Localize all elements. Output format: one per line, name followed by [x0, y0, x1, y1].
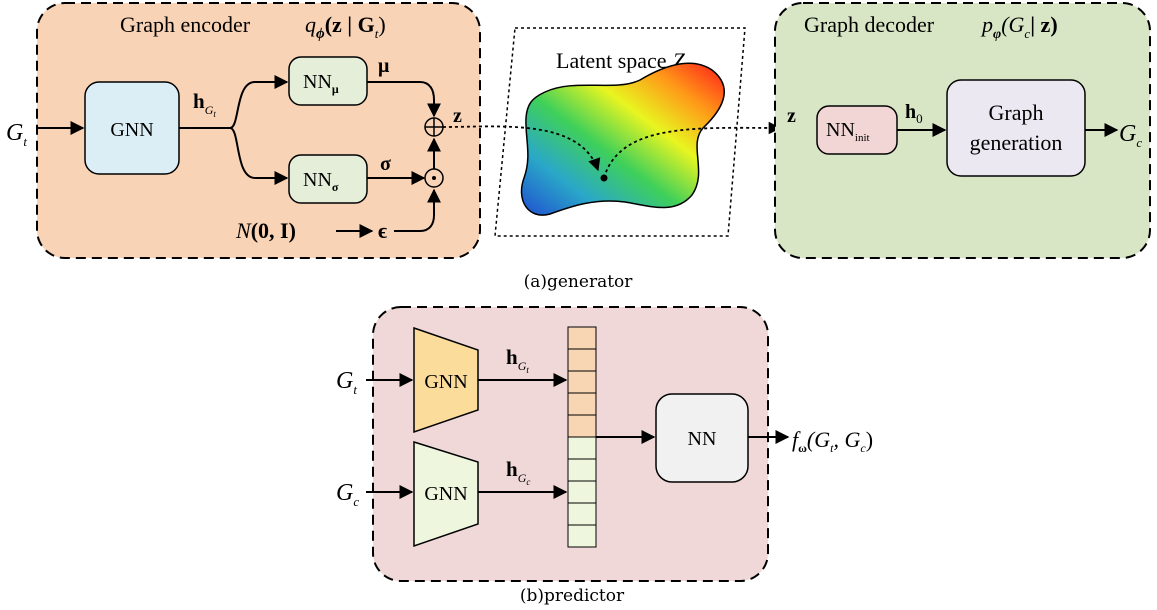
predictor-gnn-top — [413, 326, 479, 434]
latent-decode-path — [603, 121, 782, 179]
epsilon-label: ϵ — [378, 218, 387, 243]
predictor-h-t-label: hGt — [506, 345, 529, 375]
latent-blob-icon — [520, 62, 725, 216]
predictor-output-label: fω(Gt, Gc) — [792, 427, 873, 455]
sigma-label: σ — [380, 153, 391, 175]
generator-output-label: Gc — [1119, 121, 1142, 150]
nn-mu-label: NNμ — [303, 71, 339, 96]
predictor-h-c-label: hGc — [506, 457, 530, 487]
encoder-h-label: hGt — [193, 89, 216, 119]
decoder-math: pφ(Gc| z) — [980, 12, 1058, 42]
predictor-gnn-bottom-label: GNN — [424, 483, 467, 505]
latent-encode-path — [442, 125, 601, 172]
graph-generation-line2: generation — [970, 130, 1063, 155]
encoder-panel — [36, 2, 481, 259]
h0-label: h0 — [905, 101, 923, 126]
predictor-caption: (b)predictor — [520, 586, 625, 606]
nn-init-label: NNinit — [826, 119, 870, 144]
predictor-input-c-label: Gc — [336, 480, 359, 509]
predictor-input-t-label: Gt — [336, 368, 357, 397]
predictor-gnn-top-label: GNN — [424, 371, 467, 393]
predictor-gnn-bottom — [413, 440, 479, 548]
graph-generation-box — [946, 79, 1086, 177]
encoder-math: qϕ(z | Gt) — [305, 12, 386, 42]
decoder-title: Graph decoder — [804, 12, 935, 37]
predictor-nn-label: NN — [688, 428, 717, 450]
mu-label: μ — [378, 55, 390, 77]
decoder-z-label: z — [787, 105, 796, 127]
encoder-title: Graph encoder — [120, 12, 251, 37]
concat-vector — [567, 326, 597, 548]
generator-caption: (a)generator — [524, 272, 634, 292]
nn-sigma-label: NNσ — [303, 169, 339, 194]
latent-space-frame — [494, 27, 746, 237]
graph-generation-line1: Graph — [989, 100, 1044, 125]
encoder-z-label: z — [453, 105, 462, 127]
encoder-gnn-label: GNN — [110, 119, 153, 141]
generator-input-label: Gt — [6, 120, 27, 149]
normal-dist-label: N(0, I) — [235, 218, 296, 243]
